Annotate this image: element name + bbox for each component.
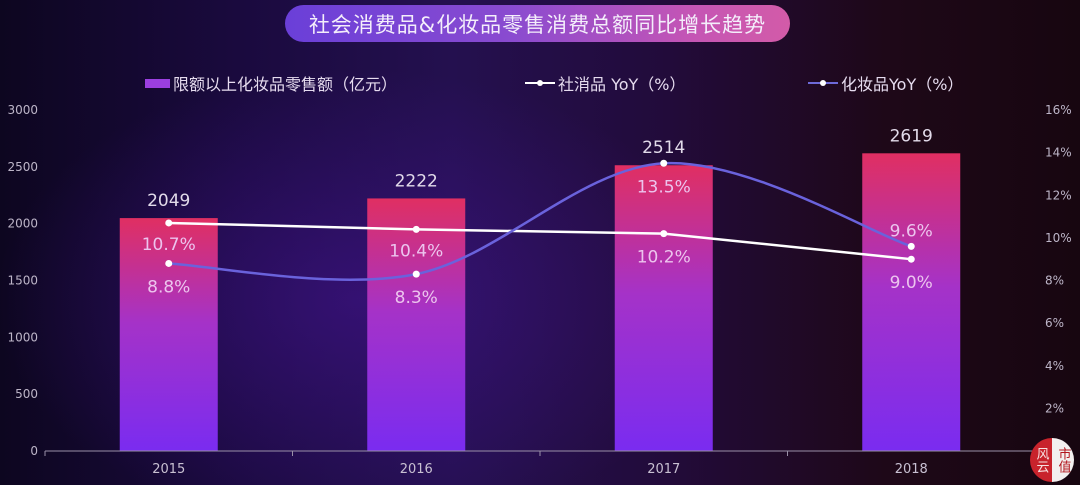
bar-series bbox=[119, 153, 961, 451]
legend-item-bar: 限额以上化妆品零售额（亿元） bbox=[145, 72, 397, 94]
social-yoy-line bbox=[168, 221, 912, 261]
right-axis-tick: 12% bbox=[1045, 188, 1072, 202]
bar-swatch-icon bbox=[145, 78, 170, 88]
legend-label-social-yoy: 社消品 YoY（%） bbox=[558, 75, 686, 94]
legend-label-cosmetics-yoy: 化妆品YoY（%） bbox=[841, 75, 964, 94]
x-axis: 2015 2016 2017 2018 bbox=[44, 450, 1036, 477]
right-axis-tick: 6% bbox=[1045, 316, 1064, 330]
left-y-axis: 0 500 1000 1500 2000 2500 3000 bbox=[7, 103, 38, 458]
data-point-marker bbox=[165, 219, 173, 227]
data-point-marker bbox=[907, 255, 915, 263]
chart-title: 社会消费品&化妆品零售消费总额同比增长趋势 bbox=[285, 5, 790, 42]
bar-value-label: 2049 bbox=[147, 191, 190, 211]
left-axis-tick: 2000 bbox=[7, 217, 38, 231]
right-y-axis: 2% 4% 6% 8% 10% 12% 14% 16% bbox=[1045, 103, 1072, 415]
bar-2016 bbox=[367, 198, 466, 451]
bar-2018 bbox=[862, 153, 961, 451]
left-axis-tick: 0 bbox=[30, 444, 38, 458]
cosmetics-yoy-label: 13.5% bbox=[637, 177, 691, 197]
data-point-marker bbox=[412, 270, 420, 278]
social-yoy-label: 10.7% bbox=[142, 235, 196, 255]
line-series bbox=[165, 159, 915, 281]
x-axis-label: 2018 bbox=[895, 462, 928, 477]
legend-item-cosmetics-yoy: 化妆品YoY（%） bbox=[808, 72, 963, 94]
x-axis-label: 2017 bbox=[647, 462, 680, 477]
social-yoy-label: 9.0% bbox=[890, 273, 933, 293]
line-marker-icon bbox=[808, 80, 838, 86]
cosmetics-yoy-label: 8.3% bbox=[395, 288, 438, 308]
bar-2017 bbox=[614, 165, 713, 451]
left-axis-tick: 1500 bbox=[7, 274, 38, 288]
social-yoy-label: 10.2% bbox=[637, 248, 691, 268]
cosmetics-yoy-label: 9.6% bbox=[890, 221, 933, 241]
right-axis-tick: 2% bbox=[1045, 401, 1064, 415]
x-axis-label: 2016 bbox=[400, 462, 433, 477]
line-marker-icon bbox=[525, 80, 555, 86]
right-axis-tick: 10% bbox=[1045, 231, 1072, 245]
logo-right-text: 市值 bbox=[1052, 438, 1074, 482]
bar-2015 bbox=[119, 218, 218, 451]
left-axis-tick: 2500 bbox=[7, 160, 38, 174]
brand-logo: 风云 市值 bbox=[1030, 438, 1074, 482]
left-axis-tick: 3000 bbox=[7, 103, 38, 117]
right-axis-tick: 14% bbox=[1045, 146, 1072, 160]
social-yoy-label: 10.4% bbox=[389, 241, 443, 261]
right-axis-tick: 8% bbox=[1045, 274, 1064, 288]
legend-label-bar: 限额以上化妆品零售额（亿元） bbox=[173, 75, 398, 94]
right-axis-tick: 16% bbox=[1045, 103, 1072, 117]
data-point-marker bbox=[165, 259, 173, 267]
left-axis-tick: 1000 bbox=[7, 330, 38, 344]
logo-left-text: 风云 bbox=[1030, 438, 1052, 482]
right-axis-tick: 4% bbox=[1045, 359, 1064, 373]
legend-item-social-yoy: 社消品 YoY（%） bbox=[525, 72, 686, 94]
data-point-marker bbox=[907, 242, 915, 250]
x-axis-label: 2015 bbox=[152, 462, 185, 477]
cosmetics-yoy-label: 8.8% bbox=[147, 277, 190, 297]
left-axis-tick: 500 bbox=[15, 387, 38, 401]
data-labels: 2049 2222 2514 2619 10.7% 8.8% 10.4% 8.3% 10.2% 1… bbox=[142, 126, 933, 308]
data-point-marker bbox=[660, 159, 668, 167]
cosmetics-yoy-line bbox=[168, 162, 912, 281]
data-point-marker bbox=[412, 225, 420, 233]
bar-value-label: 2514 bbox=[642, 138, 685, 158]
bar-value-label: 2222 bbox=[395, 171, 438, 191]
bar-value-label: 2619 bbox=[890, 126, 933, 146]
data-point-marker bbox=[660, 230, 668, 238]
